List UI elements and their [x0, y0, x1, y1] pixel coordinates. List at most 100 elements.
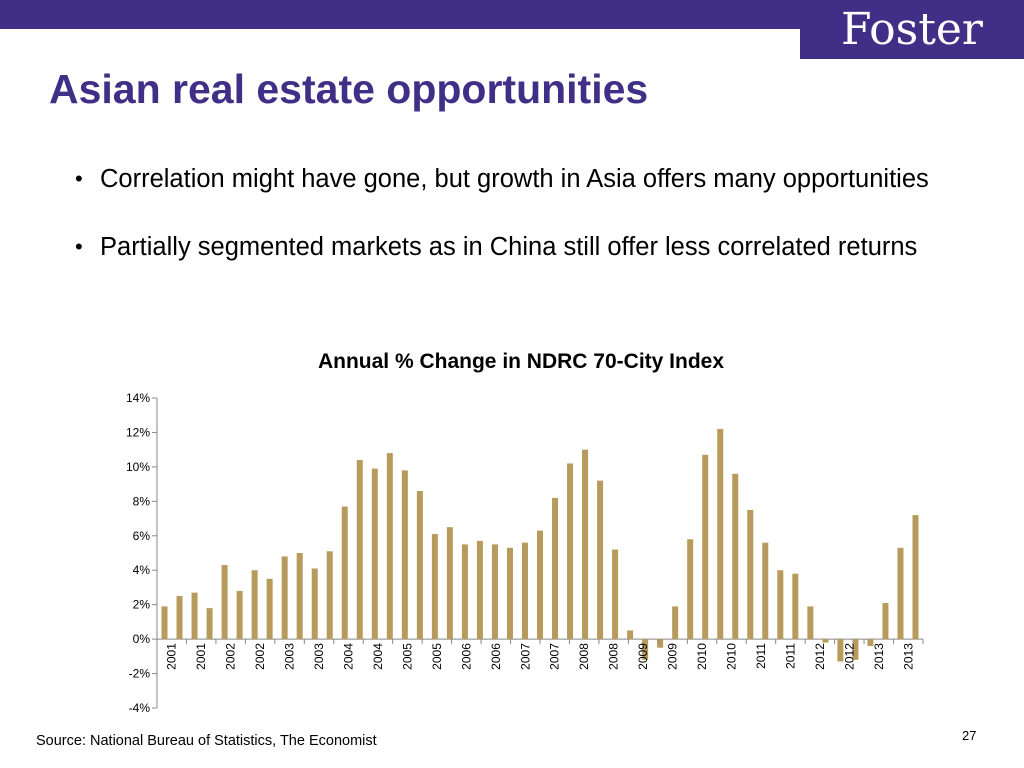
chart-bar: [446, 527, 453, 640]
chart-bar: [236, 590, 243, 640]
chart-bar: [687, 539, 694, 640]
chart-bar: [401, 470, 408, 640]
x-tick-label: 2011: [783, 643, 797, 669]
chart-bar: [251, 570, 258, 640]
chart-bar: [491, 544, 498, 640]
chart-bar: [506, 547, 513, 640]
chart-bar: [567, 463, 574, 640]
chart-bar: [657, 639, 664, 648]
y-tick-label: 6%: [133, 529, 151, 543]
chart-bar: [461, 544, 468, 640]
chart-bar: [476, 540, 483, 640]
chart-bar: [521, 542, 528, 640]
chart-bar: [326, 551, 333, 640]
foster-logo: Foster: [800, 0, 1024, 59]
y-tick-label: -2%: [129, 667, 151, 681]
y-tick-label: 2%: [133, 598, 151, 612]
y-tick-label: 8%: [133, 494, 151, 508]
y-tick-label: 0%: [133, 632, 151, 646]
x-tick-label: 2001: [165, 643, 179, 670]
chart-bar: [371, 468, 378, 640]
x-tick-label: 2005: [400, 643, 414, 670]
y-tick-label: -4%: [129, 701, 151, 715]
chart-bar: [792, 573, 799, 640]
bullet-text: Partially segmented markets as in China …: [100, 233, 918, 261]
bullet-dot-icon: •: [75, 166, 83, 191]
x-tick-label: 2004: [342, 643, 356, 670]
chart-bar: [176, 596, 183, 640]
x-tick-label: 2008: [607, 643, 621, 670]
x-tick-label: 2007: [548, 643, 562, 670]
x-tick-label: 2010: [725, 643, 739, 670]
chart-bar: [191, 592, 198, 640]
page-title: Asian real estate opportunities: [49, 66, 649, 112]
chart-bar: [672, 606, 679, 640]
logo-text: Foster: [841, 4, 983, 55]
chart-bar: [897, 547, 904, 640]
chart-bar: [822, 639, 829, 643]
chart-bar: [747, 509, 754, 640]
bullet-list: • Correlation might have gone, but growt…: [75, 162, 955, 298]
x-tick-label: 2002: [253, 643, 267, 670]
x-tick-label: 2003: [312, 643, 326, 670]
chart-bar: [732, 473, 739, 640]
page-number: 27: [962, 728, 977, 743]
chart-bar: [552, 497, 559, 640]
chart-bar: [882, 602, 889, 640]
x-tick-label: 2006: [489, 643, 503, 670]
chart-bar: [582, 449, 589, 640]
chart-bar: [266, 578, 273, 640]
chart-bar: [296, 553, 303, 640]
x-tick-label: 2012: [813, 643, 827, 670]
chart-bar: [837, 639, 844, 662]
x-tick-label: 2005: [430, 643, 444, 670]
chart-bar: [852, 639, 859, 660]
y-tick-label: 4%: [133, 563, 151, 577]
x-tick-label: 2013: [901, 643, 915, 670]
chart-bar: [627, 630, 634, 640]
y-tick-label: 12%: [126, 425, 150, 439]
chart-bar: [867, 639, 874, 646]
chart-bar: [281, 556, 288, 640]
y-tick-label: 14%: [126, 391, 150, 405]
x-tick-label: 2012: [842, 643, 856, 670]
x-tick-label: 2002: [224, 643, 238, 670]
chart-bar: [912, 515, 919, 640]
chart-bar: [597, 480, 604, 640]
chart-bar: [702, 454, 709, 640]
chart-title: Annual % Change in NDRC 70-City Index: [318, 350, 724, 373]
chart-bar: [356, 460, 363, 640]
chart-bar: [161, 606, 168, 640]
x-tick-label: 2001: [194, 643, 208, 670]
source-note: Source: National Bureau of Statistics, T…: [36, 733, 377, 749]
chart-bar: [762, 542, 769, 640]
chart-bar: [221, 565, 228, 640]
bullet-text: Correlation might have gone, but growth …: [100, 165, 929, 193]
chart-bar: [807, 606, 814, 640]
x-tick-label: 2009: [666, 643, 680, 670]
chart-bar: [341, 506, 348, 640]
bullet-item: • Partially segmented markets as in Chin…: [75, 230, 955, 264]
x-tick-label: 2003: [283, 643, 297, 670]
chart-bar: [777, 570, 784, 640]
chart-bar: [717, 429, 724, 640]
bullet-dot-icon: •: [75, 234, 83, 259]
x-tick-label: 2009: [636, 643, 650, 670]
x-tick-label: 2008: [577, 643, 591, 670]
chart-bar: [431, 534, 438, 640]
chart-bar: [386, 453, 393, 640]
y-tick-label: 10%: [126, 460, 150, 474]
chart-bar: [537, 530, 543, 640]
chart-bar: [416, 491, 423, 640]
x-tick-label: 2004: [371, 643, 385, 670]
bar-chart: Annual % Change in NDRC 70-City Index 14%…: [126, 350, 924, 715]
bullet-item: • Correlation might have gone, but growt…: [75, 162, 955, 196]
chart-bar: [612, 549, 619, 640]
chart-bar: [311, 568, 318, 640]
x-tick-label: 2011: [754, 643, 768, 669]
chart-bar: [642, 639, 649, 660]
x-tick-label: 2013: [872, 643, 886, 670]
chart-bar: [206, 608, 213, 640]
x-tick-label: 2007: [518, 643, 532, 670]
x-tick-label: 2010: [695, 643, 709, 670]
